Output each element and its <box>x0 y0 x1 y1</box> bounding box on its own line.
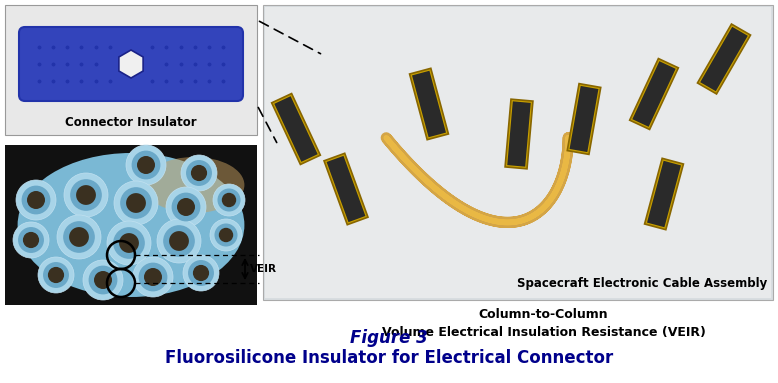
Bar <box>567 83 601 154</box>
Circle shape <box>193 265 209 281</box>
Bar <box>505 99 533 169</box>
Circle shape <box>70 179 102 211</box>
Circle shape <box>114 181 158 225</box>
Circle shape <box>213 184 245 216</box>
Circle shape <box>169 231 189 251</box>
Circle shape <box>119 233 139 253</box>
Bar <box>647 161 681 227</box>
Text: Fluorosilicone Insulator for Electrical Connector: Fluorosilicone Insulator for Electrical … <box>165 349 613 367</box>
Text: Volume Electrical Insulation Resistance (VEIR): Volume Electrical Insulation Resistance … <box>381 326 706 339</box>
Circle shape <box>18 227 44 253</box>
Circle shape <box>126 193 146 213</box>
Circle shape <box>22 186 51 214</box>
Circle shape <box>222 193 237 207</box>
Circle shape <box>63 221 95 253</box>
Circle shape <box>219 228 233 242</box>
Text: VEIR: VEIR <box>250 264 277 274</box>
Circle shape <box>181 155 217 191</box>
Bar <box>275 96 317 162</box>
Circle shape <box>16 180 56 220</box>
FancyBboxPatch shape <box>19 27 243 101</box>
Circle shape <box>38 257 74 293</box>
Circle shape <box>76 185 96 205</box>
Circle shape <box>177 198 195 216</box>
Circle shape <box>120 187 152 219</box>
Circle shape <box>89 265 117 295</box>
Circle shape <box>27 191 45 209</box>
Bar <box>645 158 683 230</box>
Circle shape <box>69 227 89 247</box>
Circle shape <box>188 260 214 286</box>
Bar <box>272 93 321 164</box>
Bar <box>5 145 257 305</box>
Bar <box>507 101 531 167</box>
Circle shape <box>138 263 167 291</box>
Circle shape <box>23 232 39 248</box>
Bar <box>265 7 771 298</box>
Bar <box>409 68 448 140</box>
Text: Connector Insulator: Connector Insulator <box>65 116 197 129</box>
Circle shape <box>83 260 123 300</box>
Circle shape <box>172 193 201 221</box>
Ellipse shape <box>18 153 244 297</box>
Bar <box>697 24 751 94</box>
Circle shape <box>107 221 151 265</box>
Circle shape <box>43 262 69 288</box>
Circle shape <box>215 223 237 247</box>
Text: Figure 3: Figure 3 <box>350 329 428 347</box>
Circle shape <box>157 219 201 263</box>
Circle shape <box>13 222 49 258</box>
Circle shape <box>144 268 162 286</box>
Circle shape <box>218 188 240 211</box>
Ellipse shape <box>9 147 253 303</box>
Bar <box>633 61 675 127</box>
Bar <box>324 153 368 225</box>
Bar <box>412 71 446 137</box>
Circle shape <box>210 219 242 251</box>
Ellipse shape <box>144 157 244 213</box>
Circle shape <box>183 255 219 291</box>
Text: Column-to-Column: Column-to-Column <box>478 308 608 321</box>
Circle shape <box>48 267 64 283</box>
Circle shape <box>113 227 145 259</box>
Polygon shape <box>119 50 143 78</box>
Bar <box>629 59 678 129</box>
Bar <box>327 156 366 222</box>
Circle shape <box>166 187 206 227</box>
Circle shape <box>186 160 212 186</box>
Circle shape <box>57 215 101 259</box>
Circle shape <box>133 257 173 297</box>
Circle shape <box>137 156 155 174</box>
Circle shape <box>126 145 166 185</box>
Circle shape <box>131 151 160 179</box>
Bar <box>569 86 598 152</box>
Circle shape <box>94 271 112 289</box>
Bar <box>700 27 748 91</box>
Circle shape <box>163 225 194 257</box>
Bar <box>263 5 773 300</box>
Circle shape <box>191 165 207 181</box>
Text: Spacecraft Electronic Cable Assembly: Spacecraft Electronic Cable Assembly <box>517 277 767 290</box>
Bar <box>5 5 257 135</box>
Circle shape <box>64 173 108 217</box>
